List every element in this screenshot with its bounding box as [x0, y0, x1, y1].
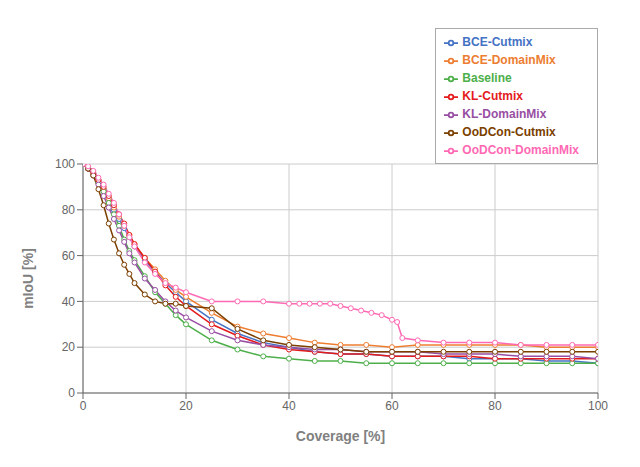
- svg-text:60: 60: [385, 399, 399, 413]
- svg-text:80: 80: [488, 399, 502, 413]
- svg-text:40: 40: [62, 295, 76, 309]
- html-text:BCE-Cutmix: BCE-Cutmix: [462, 35, 533, 49]
- svg-text:60: 60: [62, 249, 76, 263]
- svg-text:20: 20: [179, 399, 193, 413]
- html-text:KL-DomainMix: KL-DomainMix: [462, 107, 547, 121]
- html-text:Baseline: Baseline: [462, 71, 512, 85]
- svg-text:80: 80: [62, 203, 76, 217]
- svg-text:20: 20: [62, 340, 76, 354]
- svg-text:0: 0: [68, 386, 75, 400]
- svg-text:0: 0: [80, 399, 87, 413]
- svg-text:mIoU [%]: mIoU [%]: [20, 248, 36, 309]
- svg-text:Coverage [%]: Coverage [%]: [296, 428, 385, 444]
- html-text:OoDCon-Cutmix: OoDCon-Cutmix: [462, 125, 556, 139]
- svg-text:100: 100: [55, 157, 75, 171]
- html-text:OoDCon-DomainMix: OoDCon-DomainMix: [462, 143, 579, 157]
- html-text:KL-Cutmix: KL-Cutmix: [462, 89, 523, 103]
- svg-text:40: 40: [282, 399, 296, 413]
- svg-text:100: 100: [588, 399, 608, 413]
- html-text:BCE-DomainMix: BCE-DomainMix: [462, 53, 556, 67]
